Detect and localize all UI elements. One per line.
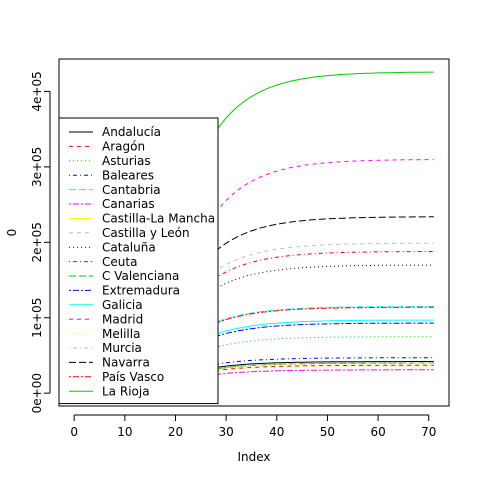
- legend-label-11: C Valenciana: [102, 269, 179, 283]
- x-tick-label: 40: [269, 425, 284, 439]
- legend-label-15: Melilla: [102, 327, 140, 341]
- y-axis-title: 0: [5, 229, 19, 237]
- y-tick-label: 1e+05: [30, 298, 44, 338]
- legend-label-6: Canarias: [102, 197, 155, 211]
- legend-label-5: Cantabria: [102, 183, 161, 197]
- legend-label-14: Madrid: [102, 312, 143, 326]
- x-tick-label: 10: [117, 425, 132, 439]
- legend-label-16: Murcia: [102, 341, 142, 355]
- y-tick-label: 4e+05: [30, 71, 44, 111]
- legend-label-3: Asturias: [102, 154, 151, 168]
- legend-label-7: Castilla-La Mancha: [102, 212, 215, 226]
- legend-label-19: La Rioja: [102, 384, 150, 398]
- legend-label-18: País Vasco: [102, 370, 164, 384]
- legend-label-1: Andalucía: [102, 125, 161, 139]
- x-tick-label: 50: [320, 425, 335, 439]
- legend-label-12: Extremadura: [102, 284, 180, 298]
- legend-label-17: Navarra: [102, 356, 150, 370]
- legend-label-4: Baleares: [102, 168, 154, 182]
- x-tick-label: 0: [70, 425, 78, 439]
- legend-label-10: Ceuta: [102, 255, 137, 269]
- y-tick-label: 2e+05: [30, 222, 44, 262]
- legend-label-13: Galicia: [102, 298, 143, 312]
- x-tick-label: 30: [219, 425, 234, 439]
- y-tick-label: 3e+05: [30, 147, 44, 187]
- legend-label-9: Cataluña: [102, 240, 156, 254]
- x-axis-title: Index: [237, 450, 270, 464]
- y-tick-label: 0e+00: [30, 373, 44, 413]
- x-tick-label: 70: [421, 425, 436, 439]
- x-tick-label: 20: [168, 425, 183, 439]
- x-tick-label: 60: [370, 425, 385, 439]
- legend-label-8: Castilla y León: [102, 226, 190, 240]
- legend-label-2: Aragón: [102, 140, 145, 154]
